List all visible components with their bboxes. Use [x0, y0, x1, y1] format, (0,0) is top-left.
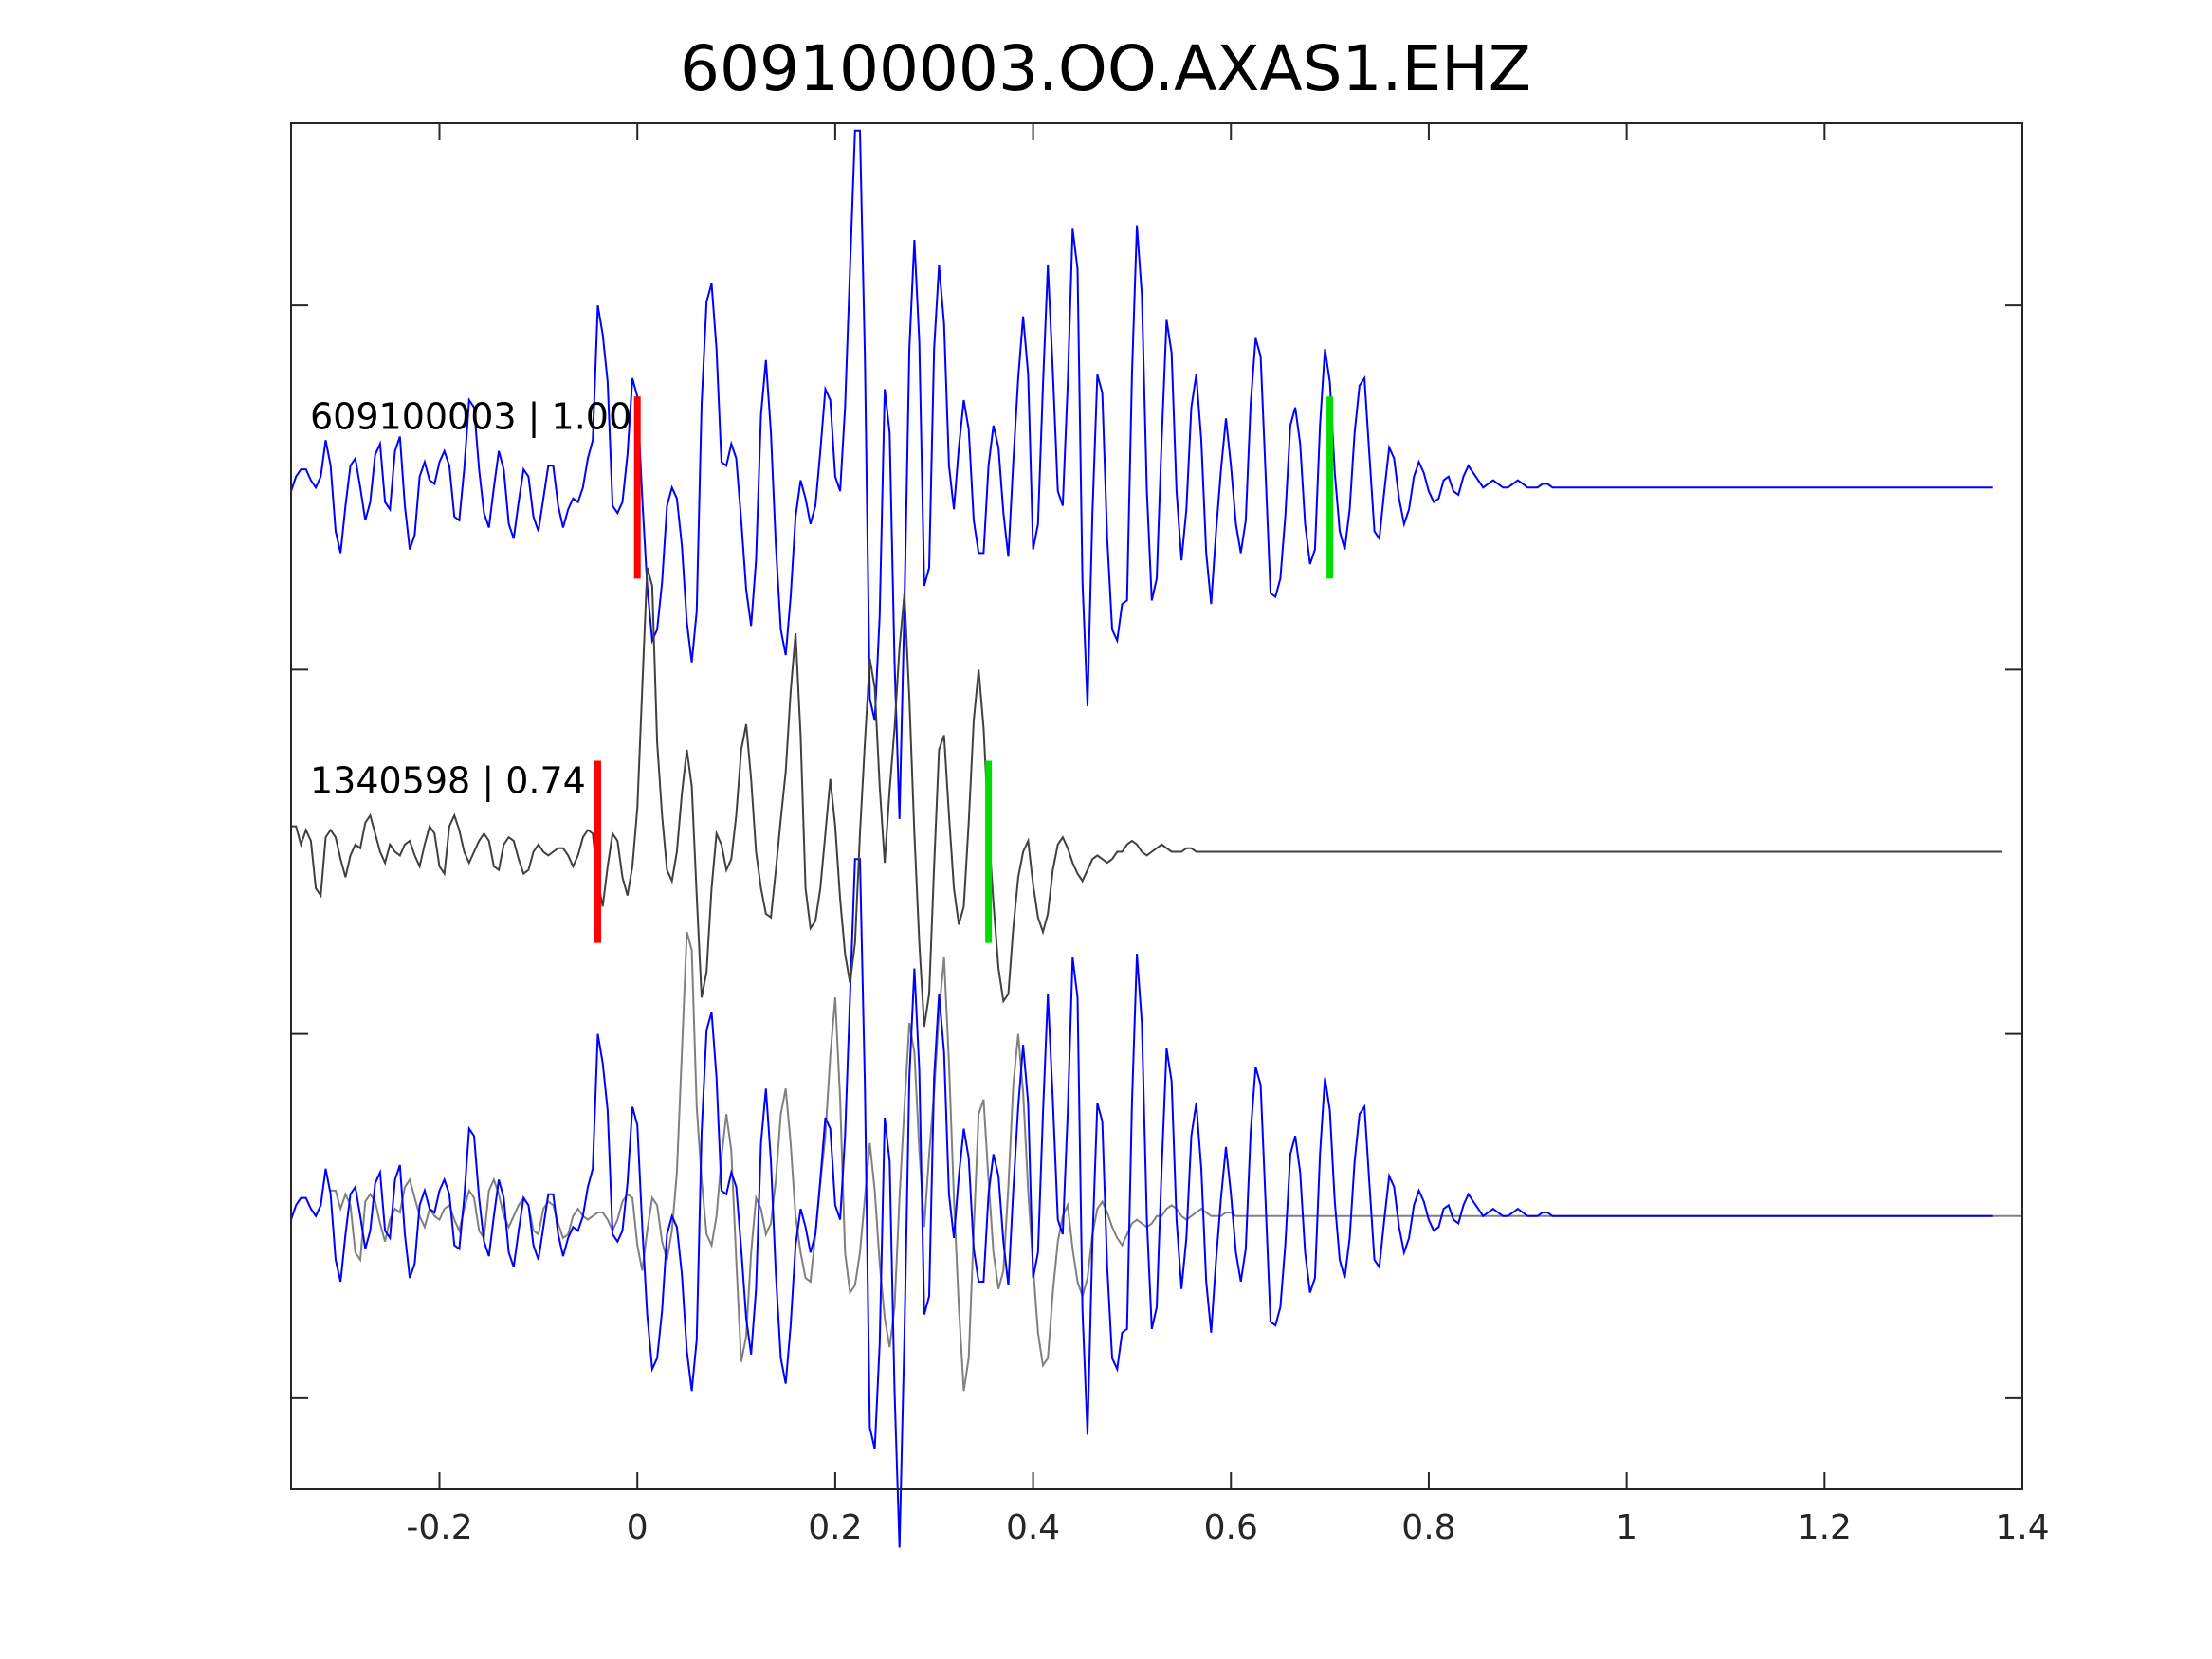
x-tick-label: 0.2 — [808, 1508, 862, 1547]
master-trace-label: 609100003 | 1.00 — [310, 395, 631, 438]
chart-title: 609100003.OO.AXAS1.EHZ — [680, 32, 1531, 105]
x-tick-label: -0.2 — [406, 1508, 472, 1547]
x-tick-label: 0.6 — [1204, 1508, 1258, 1547]
x-tick-label: 0.8 — [1401, 1508, 1455, 1547]
x-tick-label: 0.4 — [1006, 1508, 1060, 1547]
axis-ticks: -0.2 0 0.2 0.4 0.6 0.8 1 1.2 1.4 — [291, 123, 2050, 1547]
master-trace — [290, 129, 1993, 819]
x-tick-label: 0 — [627, 1508, 649, 1547]
overlay-master-trace — [290, 858, 1993, 1548]
traces-layer — [290, 129, 2022, 1548]
axes-box — [290, 122, 2023, 1490]
correlated-trace-label: 1340598 | 0.74 — [310, 760, 586, 803]
picks-layer — [594, 396, 1334, 943]
overlay-correlated-trace — [330, 931, 2022, 1392]
x-tick-label: 1.4 — [1995, 1508, 2049, 1547]
x-tick-label: 1.2 — [1798, 1508, 1852, 1547]
trace-labels: 609100003 | 1.00 1340598 | 0.74 — [310, 395, 631, 802]
x-tick-label: 1 — [1616, 1508, 1637, 1547]
correlated-trace — [291, 567, 2003, 1028]
